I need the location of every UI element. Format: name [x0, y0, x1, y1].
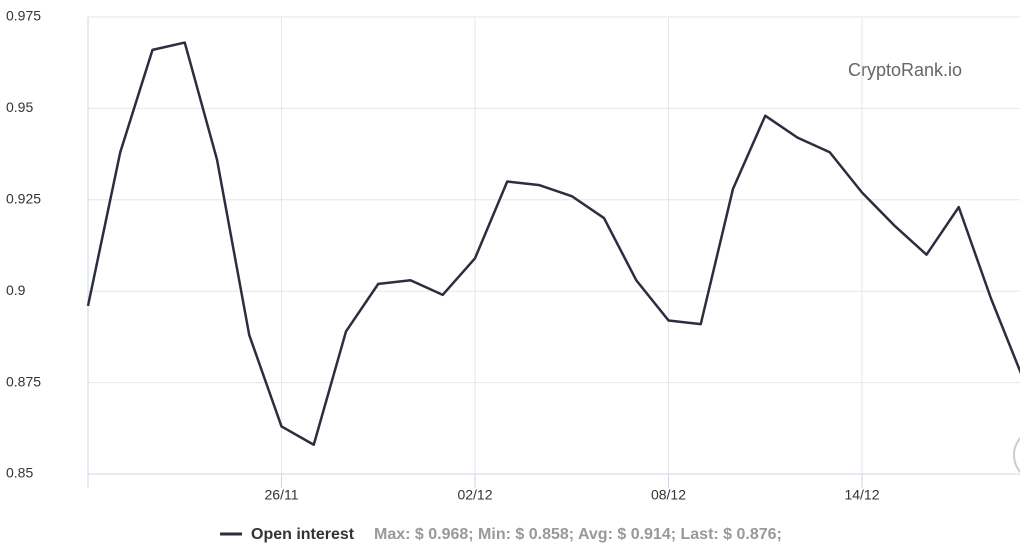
y-tick-label: 0.875 [6, 373, 41, 389]
y-tick-label: 0.975 [6, 8, 41, 24]
legend-summary: Max: $ 0.968; Min: $ 0.858; Avg: $ 0.914… [374, 526, 782, 543]
y-tick-label: 0.85 [6, 465, 33, 481]
y-tick-label: 0.9 [6, 282, 26, 298]
watermark: CryptoRank.io [848, 60, 962, 80]
x-tick-label: 02/12 [457, 487, 492, 503]
legend-name[interactable]: Open interest [251, 526, 355, 543]
x-tick-label: 08/12 [651, 487, 686, 503]
scroll-button[interactable] [1013, 429, 1020, 481]
series-line [86, 41, 1020, 447]
x-tick-label: 26/11 [265, 487, 299, 503]
y-tick-label: 0.95 [6, 99, 33, 115]
y-tick-label: 0.925 [6, 191, 41, 207]
x-tick-label: 14/12 [844, 487, 879, 503]
